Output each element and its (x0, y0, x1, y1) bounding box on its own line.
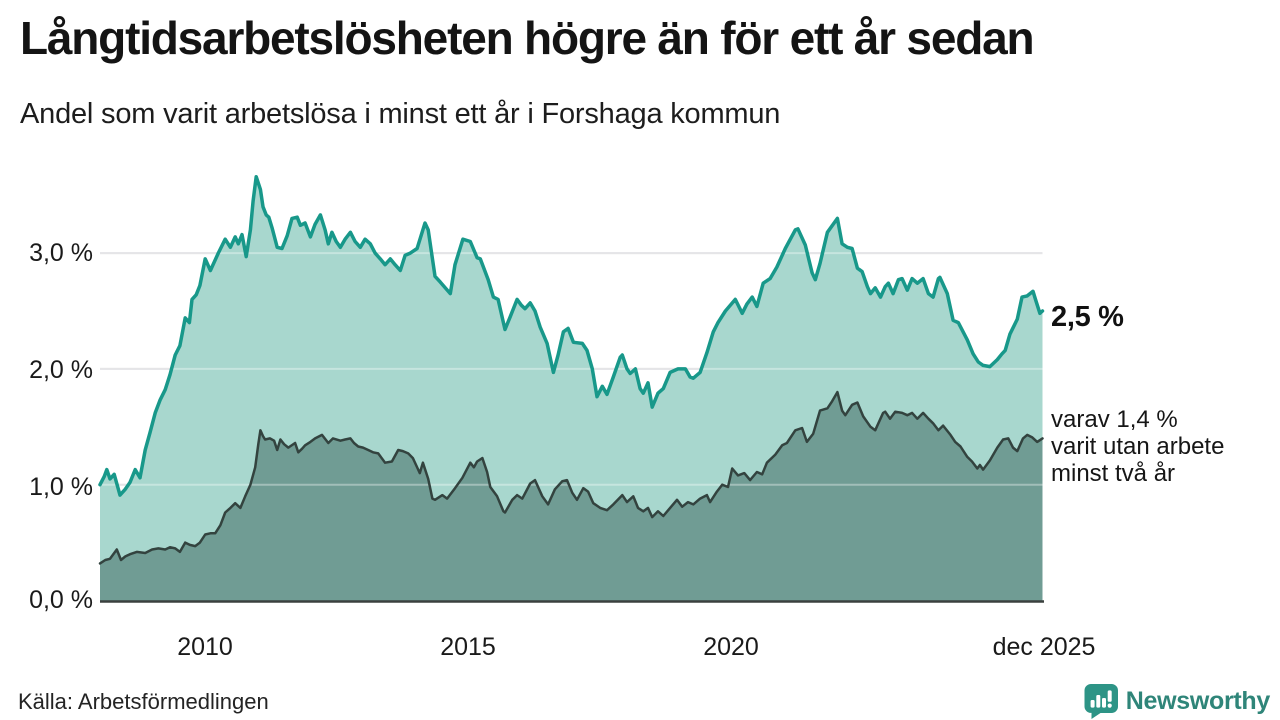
y-axis-tick-3: 3,0 % (29, 239, 93, 267)
x-axis-tick-2020: 2020 (703, 633, 759, 661)
secondary-value-line2: varit utan arbete (1051, 433, 1225, 460)
source-credit: Källa: Arbetsförmedlingen (18, 689, 269, 714)
x-axis-tick-2010: 2010 (177, 633, 233, 661)
secondary-value-line3: minst två år (1051, 460, 1176, 487)
secondary-value-label: varav 1,4 % varit utan arbete minst två … (1051, 406, 1224, 487)
newsworthy-bubble-chart-icon (1083, 683, 1119, 719)
x-axis-tick-dec-2025: dec 2025 (992, 633, 1096, 661)
area-fill-two_years (100, 392, 1043, 601)
latest-value-label: 2,5 % (1051, 301, 1124, 333)
secondary-value-line1: varav 1,4 % (1051, 406, 1178, 433)
y-axis-tick-1: 1,0 % (29, 473, 93, 501)
y-axis-tick-2: 2,0 % (29, 356, 93, 384)
chart-subtitle: Andel som varit arbetslösa i minst ett å… (20, 98, 781, 130)
line-one_year (98, 174, 1045, 497)
page-title: Långtidsarbetslösheten högre än för ett … (20, 12, 1035, 64)
newsworthy-logo: Newsworthy (1083, 683, 1270, 719)
newsworthy-wordmark: Newsworthy (1125, 686, 1271, 715)
line-two_years (98, 390, 1044, 565)
x-axis-tick-2015: 2015 (440, 633, 496, 661)
y-axis-tick-0: 0,0 % (29, 586, 93, 614)
